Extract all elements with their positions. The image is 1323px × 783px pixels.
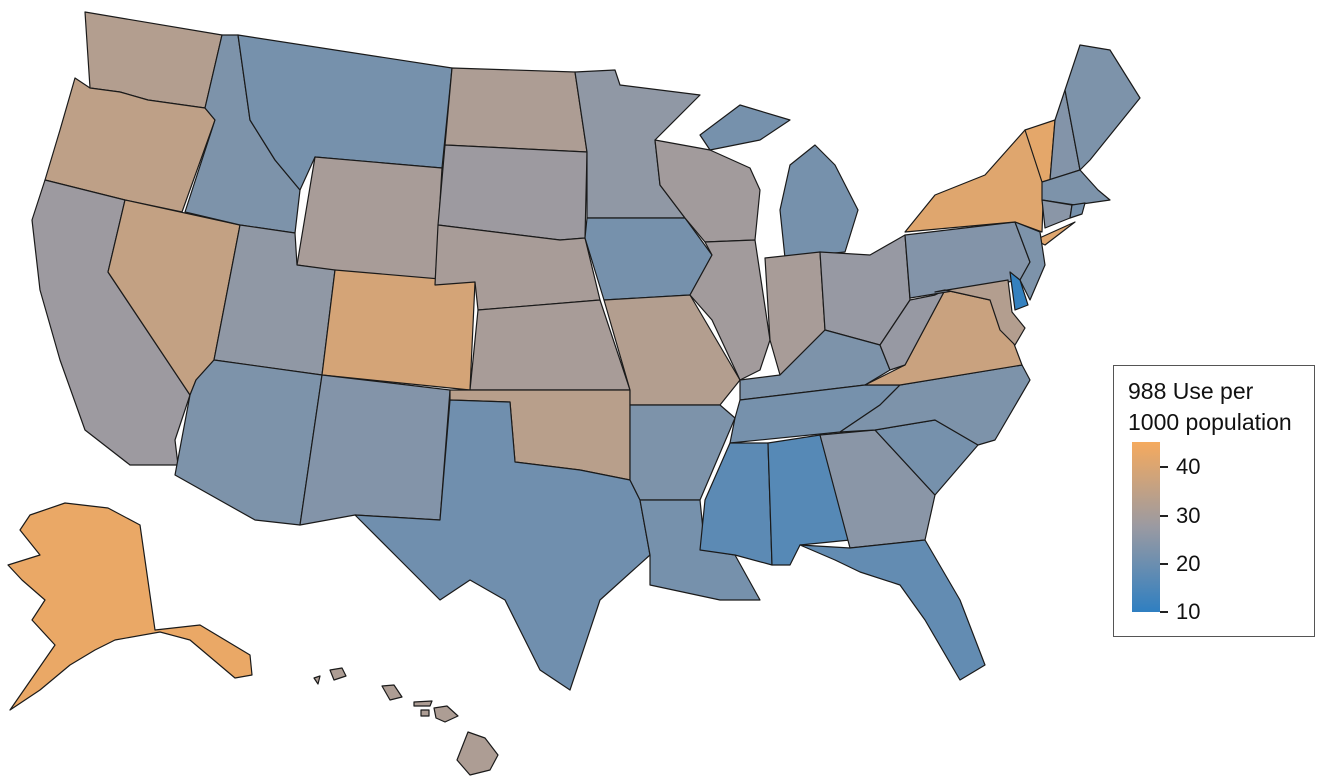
state-wyoming[interactable] (296, 156, 443, 286)
state-michigan[interactable] (699, 104, 859, 259)
state-delaware[interactable] (1009, 271, 1029, 311)
legend-title-line-1: 988 Use per (1128, 378, 1254, 404)
state-hawaii-molokai[interactable] (413, 700, 433, 707)
state-south-dakota[interactable] (437, 144, 588, 241)
legend-tick-mark (1160, 611, 1168, 613)
state-texas[interactable] (354, 399, 651, 691)
state-hawaii-lanai[interactable] (420, 709, 430, 717)
legend-tick-mark (1160, 466, 1168, 468)
state-hawaii-kauai[interactable] (329, 667, 347, 681)
map-legend: 988 Use per 1000 population 40 30 20 10 (1113, 365, 1315, 637)
state-colorado[interactable] (321, 269, 476, 391)
state-new-jersey[interactable] (1014, 221, 1046, 301)
state-hawaii-big-island[interactable] (456, 731, 499, 776)
state-hawaii-niihau[interactable] (313, 675, 321, 685)
state-arizona[interactable] (174, 359, 323, 526)
state-rhode-island[interactable] (1069, 202, 1086, 219)
state-hawaii-maui[interactable] (433, 705, 459, 723)
state-connecticut[interactable] (1041, 199, 1073, 229)
legend-tick-mark (1160, 563, 1168, 565)
state-kentucky[interactable] (739, 329, 891, 401)
legend-tick-label: 20 (1176, 551, 1201, 576)
state-florida[interactable] (799, 539, 986, 681)
legend-tick-mark (1160, 515, 1168, 517)
legend-tick-label: 40 (1176, 454, 1201, 479)
state-hawaii-oahu[interactable] (381, 684, 403, 701)
state-maryland[interactable] (934, 279, 1026, 346)
state-new-mexico[interactable] (299, 374, 451, 526)
state-kansas[interactable] (469, 299, 631, 391)
state-north-dakota[interactable] (444, 67, 588, 153)
legend-tick-label: 10 (1176, 599, 1201, 624)
state-north-carolina[interactable] (839, 364, 1031, 446)
legend-title: 988 Use per 1000 population (1128, 376, 1292, 438)
legend-tick-label: 30 (1176, 503, 1201, 528)
legend-color-ramp (1132, 442, 1160, 612)
legend-title-line-2: 1000 population (1128, 409, 1292, 435)
state-iowa[interactable] (584, 217, 713, 301)
state-alaska[interactable] (7, 502, 253, 711)
state-maine[interactable] (1064, 44, 1141, 171)
